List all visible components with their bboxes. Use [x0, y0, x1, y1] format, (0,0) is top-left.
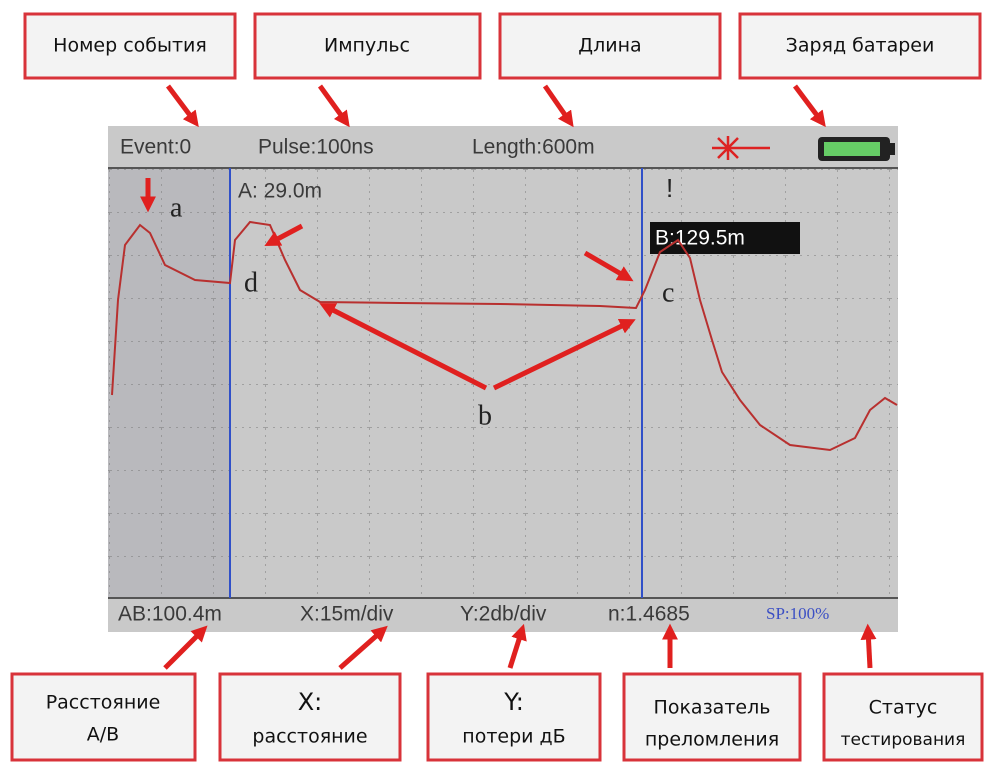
cursor-a-label: A: 29.0m — [238, 180, 322, 203]
event-letter: b — [478, 400, 492, 431]
device-screen: Event:0 Pulse:100ns Length:600m A: 29.0m… — [108, 126, 898, 632]
callout-label: Заряд батареи — [786, 35, 935, 57]
arrow — [868, 630, 870, 668]
length: Length:600m — [472, 136, 595, 159]
battery-icon — [818, 137, 895, 161]
callout-label: потери дБ — [462, 726, 565, 748]
callout-label: Номер события — [53, 35, 207, 57]
arrow — [510, 630, 522, 668]
callout-label: Показатель — [654, 697, 771, 719]
callout-label: преломления — [645, 729, 779, 751]
callout-label: X: — [298, 688, 323, 716]
arrow — [168, 86, 195, 122]
event-letter: d — [244, 267, 258, 298]
callout-label: Длина — [578, 35, 641, 57]
arrow — [795, 86, 822, 122]
arrow — [165, 630, 203, 668]
arrow — [545, 86, 570, 122]
callout-label: Y: — [503, 688, 524, 716]
bottom-callouts: Расстояние А/В X: расстояние Y: потери д… — [12, 674, 982, 760]
ab-distance: AB:100.4m — [118, 603, 222, 626]
event-letter: a — [170, 192, 183, 223]
event-letter: c — [662, 277, 674, 308]
callout-label: Импульс — [324, 35, 410, 57]
callout-label: А/В — [87, 724, 119, 746]
arrow — [340, 630, 383, 668]
test-status: SP:100% — [766, 604, 829, 623]
callout-label: расстояние — [252, 726, 367, 748]
y-scale: Y:2db/div — [460, 603, 547, 626]
top-callouts: Номер события Импульс Длина Заряд батаре… — [25, 14, 980, 78]
event-number: Event:0 — [120, 136, 191, 159]
x-scale: X:15m/div — [300, 603, 394, 626]
pulse-width: Pulse:100ns — [258, 136, 374, 159]
annotated-screenshot: Номер события Импульс Длина Заряд батаре… — [0, 0, 993, 767]
arrow — [320, 86, 346, 122]
callout-label: Статус — [869, 697, 938, 719]
cursor-b-marker: ! — [666, 173, 673, 203]
callout-label: Расстояние — [46, 692, 161, 714]
refractive-index: n:1.4685 — [608, 603, 690, 626]
callout-label: тестирования — [841, 730, 966, 750]
callout-box — [12, 674, 195, 760]
